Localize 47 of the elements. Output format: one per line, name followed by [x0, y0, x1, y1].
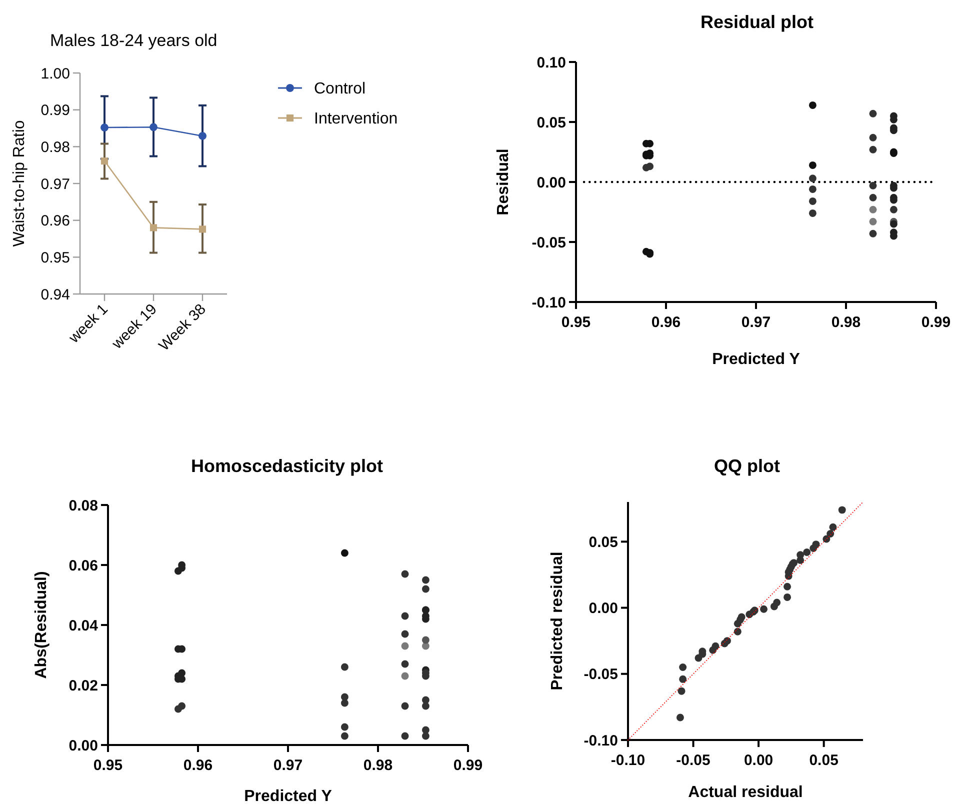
y-tick-label: 0.10	[536, 54, 566, 72]
y-tick-label: 1.00	[40, 65, 70, 82]
chart-title: Residual plot	[700, 12, 814, 32]
y-tick-label: -0.05	[584, 666, 618, 684]
y-tick-label: 0.08	[68, 497, 98, 514]
y-tick-label: 0.00	[588, 600, 618, 618]
x-tick-label: 0.98	[363, 757, 393, 774]
chart-title: Males 18-24 years old	[50, 31, 218, 50]
x-tick-label: 0.05	[809, 752, 838, 769]
x-tick-label: 0.96	[183, 757, 213, 774]
x-tick-label: -0.05	[676, 752, 710, 769]
x-axis-title: Actual residual	[688, 784, 803, 801]
x-tick-label: 0.00	[744, 752, 774, 769]
y-tick-label: 0.96	[40, 212, 70, 230]
y-tick-label: 0.04	[68, 617, 99, 634]
y-tick-label: 0.00	[536, 174, 566, 192]
legend-label: Control	[314, 80, 366, 98]
y-tick-label: -0.10	[584, 732, 618, 750]
x-tick-label: 0.98	[831, 314, 861, 331]
x-axis-title: Predicted Y	[712, 351, 800, 368]
chart-title: Homoscedasticity plot	[190, 456, 384, 476]
y-axis-title: Abs(Residual)	[33, 571, 50, 679]
x-axis-title: Predicted Y	[244, 788, 332, 805]
y-tick-label: 0.95	[40, 249, 70, 266]
y-tick-label: 0.06	[68, 557, 98, 574]
y-tick-label: 0.99	[40, 102, 70, 120]
x-tick-label: 0.97	[741, 314, 771, 331]
y-tick-label: -0.05	[532, 234, 566, 252]
y-tick-label: 0.94	[40, 286, 70, 304]
x-tick-label: 0.99	[453, 757, 483, 774]
y-tick-label: 0.98	[40, 138, 70, 156]
x-tick-label: -0.10	[610, 752, 646, 769]
y-tick-label: 0.00	[68, 737, 98, 754]
y-tick-label: 0.97	[40, 176, 70, 193]
x-tick-label: 0.96	[651, 314, 681, 331]
x-tick-label: 0.97	[273, 757, 303, 774]
y-axis-title: Predicted residual	[549, 552, 566, 690]
y-axis-title: Residual	[495, 148, 512, 216]
y-axis-title: Waist-to-hip Ratio	[11, 120, 28, 247]
legend-label: Intervention	[314, 110, 398, 128]
x-tick-label: 0.95	[561, 314, 591, 331]
y-tick-label: 0.05	[536, 114, 566, 132]
x-tick-label: 0.95	[93, 757, 123, 774]
x-tick-label: 0.99	[921, 314, 951, 331]
chart-title: QQ plot	[714, 456, 780, 476]
y-tick-label: 0.02	[68, 677, 98, 694]
y-tick-label: 0.05	[588, 534, 618, 551]
